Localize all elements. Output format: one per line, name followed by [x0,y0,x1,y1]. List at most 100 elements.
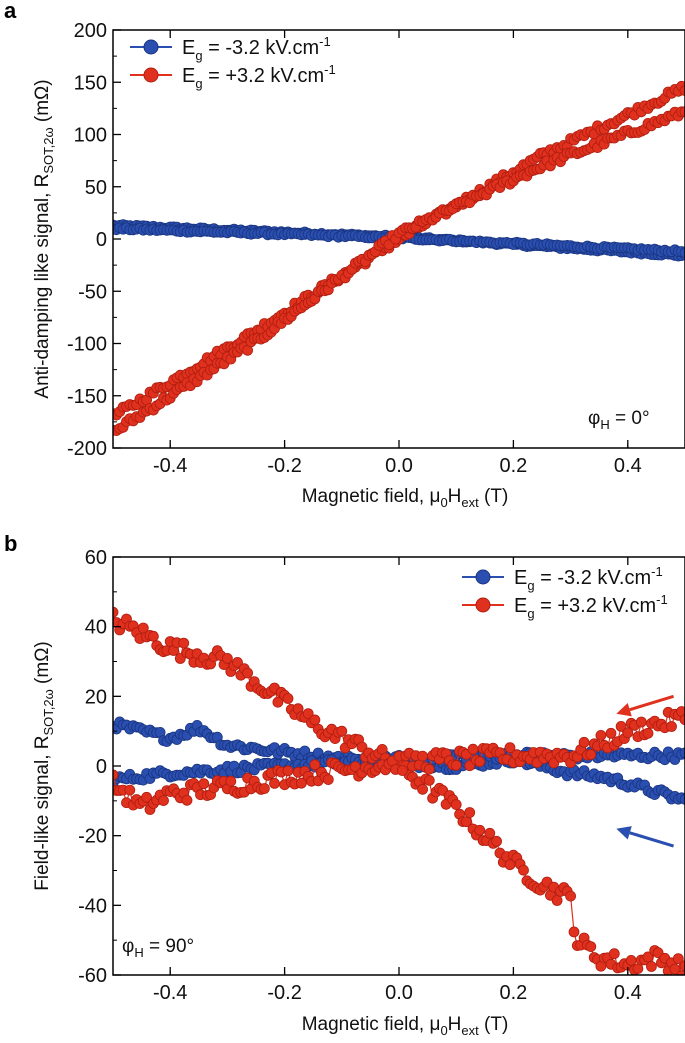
data-point [309,759,321,771]
data-point [336,725,348,737]
data-point [158,795,169,806]
data-point [467,743,479,755]
data-point [622,727,634,739]
y-tick-label: -200 [67,438,107,460]
data-point [504,742,516,753]
data-point [423,775,435,786]
panel-label-b: b [4,531,17,556]
data-point [269,778,280,789]
x-tick-label: -0.2 [267,455,301,477]
legend-entry: Eg = -3.2 kV.cm-1 [514,564,663,593]
data-point [642,951,654,963]
data-point [679,714,685,726]
data-point [464,807,476,818]
data-point [396,765,408,776]
data-point [565,890,576,902]
y-axis-label: Field-like signal, RSOT,2ω (mΩ) [32,641,56,890]
data-point [605,727,617,739]
y-tick-label: -100 [67,334,107,356]
legend-entry: Eg = -3.2 kV.cm-1 [182,34,331,63]
data-point [679,85,685,96]
data-point [417,783,429,795]
data-point [679,106,685,118]
x-tick-label: -0.4 [153,982,187,1004]
x-axis-label: Magnetic field, μ0Hext (T) [302,486,509,510]
y-axis-label: Anti-damping like signal, RSOT,2ω (mΩ) [32,79,56,398]
data-point [141,791,153,803]
y-tick-label: 100 [74,125,107,147]
x-tick-label: 0.0 [385,455,413,477]
data-point [679,247,685,259]
y-tick-label: 20 [85,686,107,708]
y-tick-label: 0 [96,756,107,778]
x-tick-label: 0.0 [385,982,413,1004]
phi-annotation: φH = 90° [122,936,194,960]
data-point [232,657,243,668]
y-tick-label: 60 [85,547,107,569]
x-tick-label: -0.4 [153,455,187,477]
legend-entry: Eg = +3.2 kV.cm-1 [182,62,336,91]
data-point [642,727,654,739]
chart-panel-a: -0.4 -0.2 0.0 0.2 0.4 -200 -150 -100 -50 0 50 100 15… [32,20,685,510]
chart-panel-b: -0.4 -0.2 0.0 0.2 0.4 -60 -40 -20 0 20 40 60 Magneti… [32,547,685,1038]
series-pos-field [113,606,685,975]
legend-marker [475,569,491,585]
x-axis-label: Magnetic field, μ0Hext (T) [302,1014,509,1038]
data-point [282,693,294,704]
data-point [181,794,193,806]
series-pos-field [113,80,685,436]
y-tick-label: 150 [74,72,107,94]
data-point [450,799,462,810]
data-point [679,793,685,805]
legend: Eg = -3.2 kV.cm-1Eg = +3.2 kV.cm-1 [462,564,668,621]
data-point [322,774,334,785]
data-point [282,765,294,777]
panel-label-a: a [4,0,17,23]
data-point [585,749,597,760]
y-tick-label: -60 [78,965,107,987]
data-point [646,961,657,972]
data-point [272,696,284,708]
data-point [474,756,486,768]
data-point [221,653,233,664]
data-point [585,941,597,952]
data-point [608,948,620,960]
y-tick-label: -20 [78,826,107,848]
legend: Eg = -3.2 kV.cm-1Eg = +3.2 kV.cm-1 [130,34,336,91]
data-point [225,775,237,787]
data-point [178,637,190,649]
data-point [615,721,627,732]
legend-marker [143,67,159,83]
x-tick-label: 0.4 [614,982,642,1004]
data-point [484,827,496,839]
data-point [258,783,270,794]
data-point [551,895,563,906]
data-point [295,777,307,789]
data-point [679,960,685,972]
x-tick-label: -0.2 [267,982,301,1004]
x-tick-label: 0.4 [614,455,642,477]
data-point [491,835,503,847]
data-point [578,736,590,748]
sweep-arrow-red [629,694,674,712]
data-point [669,963,681,975]
data-point [147,630,159,642]
legend-marker [143,39,159,55]
data-point [518,864,529,876]
data-point [679,747,685,759]
sweep-arrow-blue [629,831,674,848]
data-point [666,721,677,732]
y-tick-label: 40 [85,617,107,639]
data-point [450,759,462,771]
data-point [198,778,210,790]
data-point [113,769,119,781]
plot-area [113,606,685,975]
arrow-head-icon [616,826,632,840]
x-tick-label: 0.2 [499,982,527,1004]
arrow-head-icon [616,702,632,717]
data-point [568,926,580,938]
phi-annotation: φH = 0° [588,408,650,432]
y-tick-label: -40 [78,895,107,917]
data-point [124,784,136,796]
